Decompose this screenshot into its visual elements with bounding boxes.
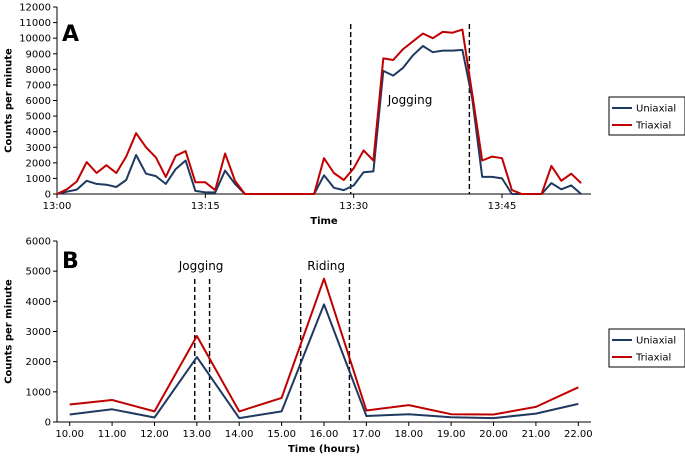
y-tick-label: 2000 xyxy=(26,357,51,368)
legend-label: Triaxial xyxy=(635,353,671,364)
y-tick-label: 1000 xyxy=(26,387,51,398)
x-tick-label: 12.00 xyxy=(140,429,169,440)
series-line-uniaxial xyxy=(56,45,582,195)
x-tick-label: 13:15 xyxy=(191,201,220,212)
x-tick-label: 17.00 xyxy=(352,429,381,440)
x-tick-label: 13:00 xyxy=(43,201,72,212)
x-tick-label: 22.00 xyxy=(564,429,593,440)
chart-panel-b: 0 1000 2000 3000 4000 5000 6000 10.00 11.00 12.00… xyxy=(4,237,685,455)
x-tick-label: 20.00 xyxy=(479,429,508,440)
y-tick-label: 10000 xyxy=(19,34,51,45)
legend: Uniaxial Triaxial xyxy=(608,328,685,368)
x-tick-label: 11.00 xyxy=(98,429,127,440)
y-tick-label: 0 xyxy=(45,190,51,201)
legend: Uniaxial Triaxial xyxy=(608,96,685,136)
x-tick-label: 19.00 xyxy=(437,429,466,440)
legend-label: Uniaxial xyxy=(636,336,676,347)
x-tick-label: 21.00 xyxy=(522,429,551,440)
y-tick-label: 0 xyxy=(45,418,51,429)
activity-label: Jogging xyxy=(387,93,433,107)
y-tick-label: 4000 xyxy=(26,127,51,138)
x-tick-label: 18.00 xyxy=(394,429,423,440)
series-line-uniaxial xyxy=(69,303,579,420)
x-axis-title: Time xyxy=(310,216,338,227)
y-tick-label: 3000 xyxy=(26,143,51,154)
x-tick-label: 13:30 xyxy=(339,201,368,212)
x-tick-label: 16.00 xyxy=(310,429,339,440)
legend-box xyxy=(608,328,685,368)
y-axis-title: Counts per minute xyxy=(4,279,15,384)
y-tick-label: 9000 xyxy=(26,49,51,60)
y-axis-title: Counts per minute xyxy=(4,48,15,153)
legend-label: Triaxial xyxy=(635,121,671,132)
legend-label: Uniaxial xyxy=(636,104,676,115)
series-line-triaxial xyxy=(56,28,582,195)
x-tick-label: 15.00 xyxy=(267,429,296,440)
y-tick-label: 12000 xyxy=(19,3,51,14)
y-tick-label: 4000 xyxy=(26,297,51,308)
x-axis-title: Time (hours) xyxy=(288,444,360,455)
x-tick-label: 10.00 xyxy=(55,429,84,440)
y-tick-label: 3000 xyxy=(26,327,51,338)
activity-label: Riding xyxy=(307,259,345,273)
chart-panel-a: 0 1000 2000 3000 4000 5000 6000 7000 8000 9000 100… xyxy=(4,3,685,227)
y-tick-label: 11000 xyxy=(19,18,51,29)
y-tick-label: 2000 xyxy=(26,158,51,169)
x-tick-label: 13:45 xyxy=(488,201,517,212)
x-tick-label: 14.00 xyxy=(225,429,254,440)
y-tick-label: 6000 xyxy=(26,237,51,248)
y-tick-label: 1000 xyxy=(26,174,51,185)
y-tick-label: 6000 xyxy=(26,96,51,107)
y-tick-label: 5000 xyxy=(26,112,51,123)
y-tick-label: 7000 xyxy=(26,80,51,91)
activity-label: Jogging xyxy=(178,259,224,273)
legend-box xyxy=(608,96,685,136)
panel-letter: A xyxy=(62,22,79,47)
panel-letter: B xyxy=(62,249,79,274)
x-tick-label: 13.00 xyxy=(183,429,212,440)
y-tick-label: 8000 xyxy=(26,65,51,76)
y-tick-label: 5000 xyxy=(26,267,51,278)
series-line-triaxial xyxy=(69,277,579,416)
